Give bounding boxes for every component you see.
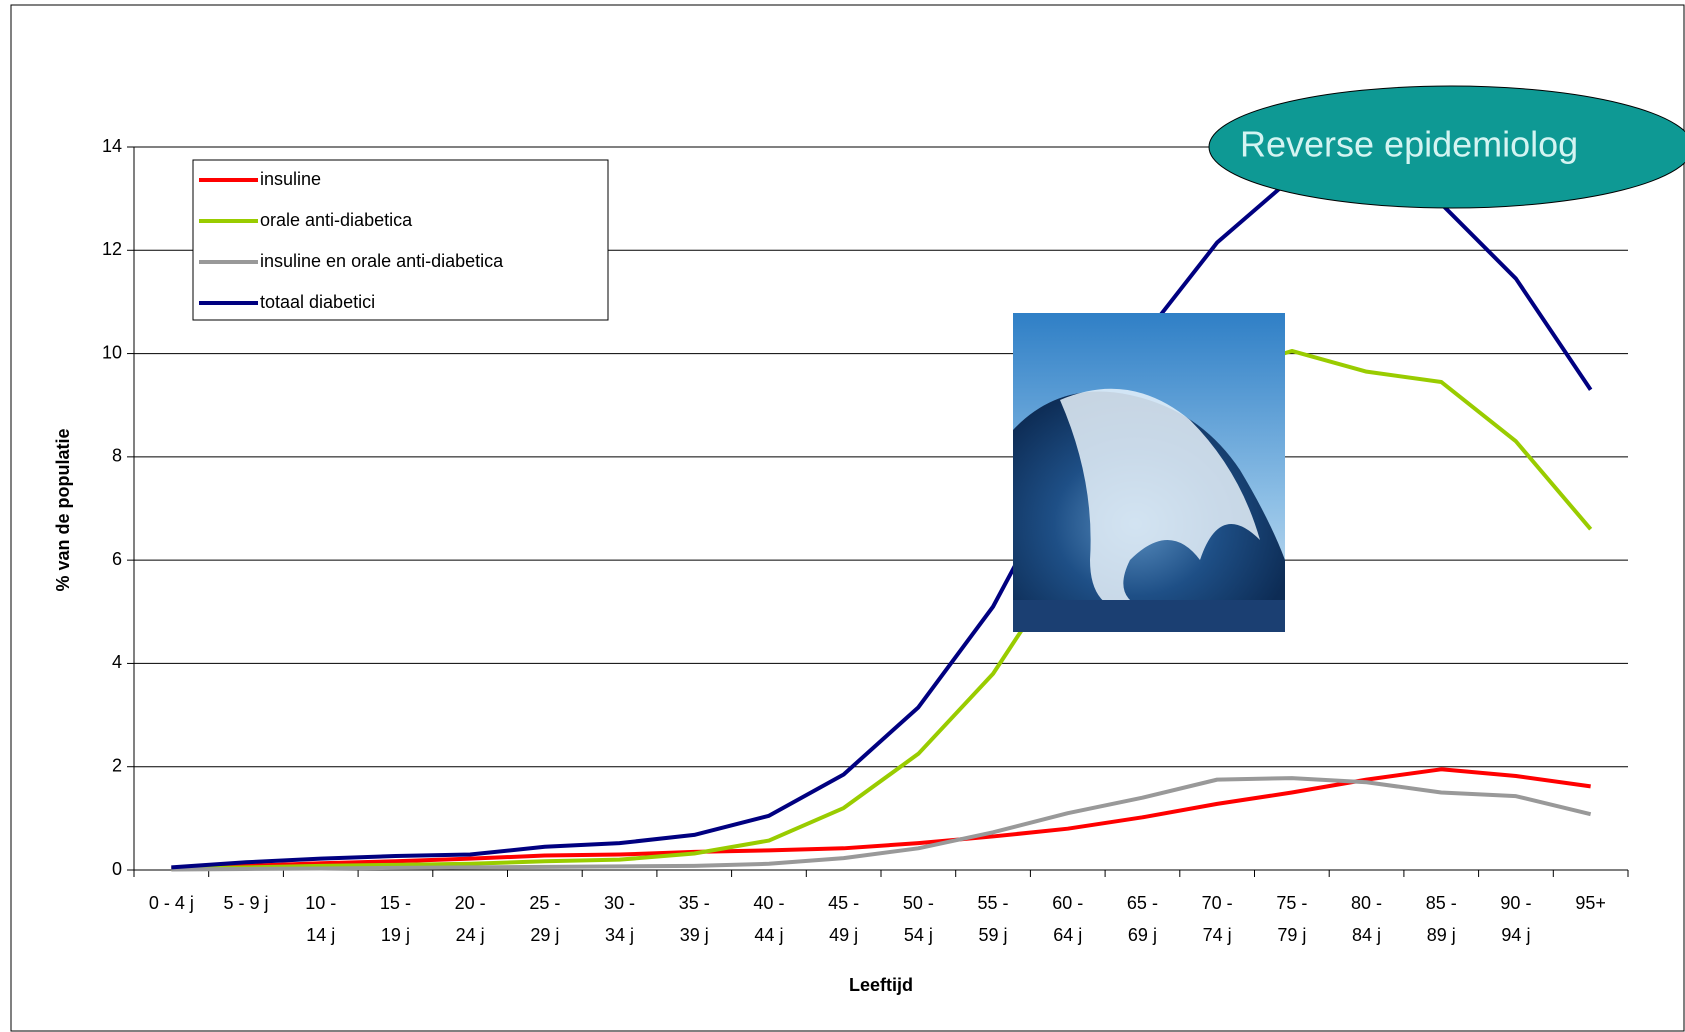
x-axis-title: Leeftijd [849, 975, 913, 995]
y-tick-label: 0 [112, 859, 122, 879]
annotation-bubble [1208, 85, 1685, 209]
x-tick-label: 85 -89 j [1426, 893, 1457, 945]
x-tick-label: 25 -29 j [529, 893, 560, 945]
y-tick-label: 2 [112, 755, 122, 775]
legend: insuline orale anti-diabetica insuline en … [192, 159, 609, 321]
x-tick-label: 45 -49 j [828, 893, 859, 945]
y-tick-label: 4 [112, 652, 122, 672]
chart-frame [10, 4, 1685, 1032]
x-tick-label: 15 -19 j [380, 893, 411, 945]
x-tick-label: 30 -34 j [604, 893, 635, 945]
wave-image [1013, 313, 1285, 632]
legend-label: totaal diabetici [260, 292, 375, 312]
y-tick-label: 6 [112, 549, 122, 569]
x-tick-label: 5 - 9 j [224, 893, 269, 913]
x-tick-label: 40 -44 j [753, 893, 784, 945]
x-tick-label: 50 -54 j [903, 893, 934, 945]
x-tick-label: 20 -24 j [455, 893, 486, 945]
x-tick-label: 70 -74 j [1202, 893, 1233, 945]
x-tick-label: 35 -39 j [679, 893, 710, 945]
x-tick-label: 65 -69 j [1127, 893, 1158, 945]
legend-box [192, 159, 609, 321]
y-tick-label: 8 [112, 446, 122, 466]
x-tick-label: 10 -14 j [305, 893, 336, 945]
x-tick-label: 75 -79 j [1276, 893, 1307, 945]
series-line [171, 348, 1593, 871]
x-tick-label: 0 - 4 j [149, 893, 194, 913]
y-axis-title: % van de populatie [53, 428, 73, 591]
x-tick-label: 60 -64 j [1052, 893, 1083, 945]
y-tick-label: 12 [102, 239, 122, 259]
legend-label: insuline [260, 169, 321, 189]
annotation: Reverse epidemiolog [1240, 124, 1578, 165]
y-tick-label: 10 [102, 342, 122, 362]
axes: 0 2 4 6 8 10 12 14 0 - 4 j 5 - 9 j 10 -14 j 15 -19 … [102, 136, 1629, 945]
y-tick-label: 14 [102, 136, 122, 156]
legend-label: orale anti-diabetica [260, 210, 413, 230]
series-line [171, 776, 1592, 872]
x-tick-label: 55 -59 j [978, 893, 1009, 945]
legend-label: insuline en orale anti-diabetica [260, 251, 504, 271]
x-tick-label: 95+ [1575, 893, 1606, 913]
x-tick-label: 80 -84 j [1351, 893, 1382, 945]
x-tick-label: 90 -94 j [1500, 893, 1531, 945]
